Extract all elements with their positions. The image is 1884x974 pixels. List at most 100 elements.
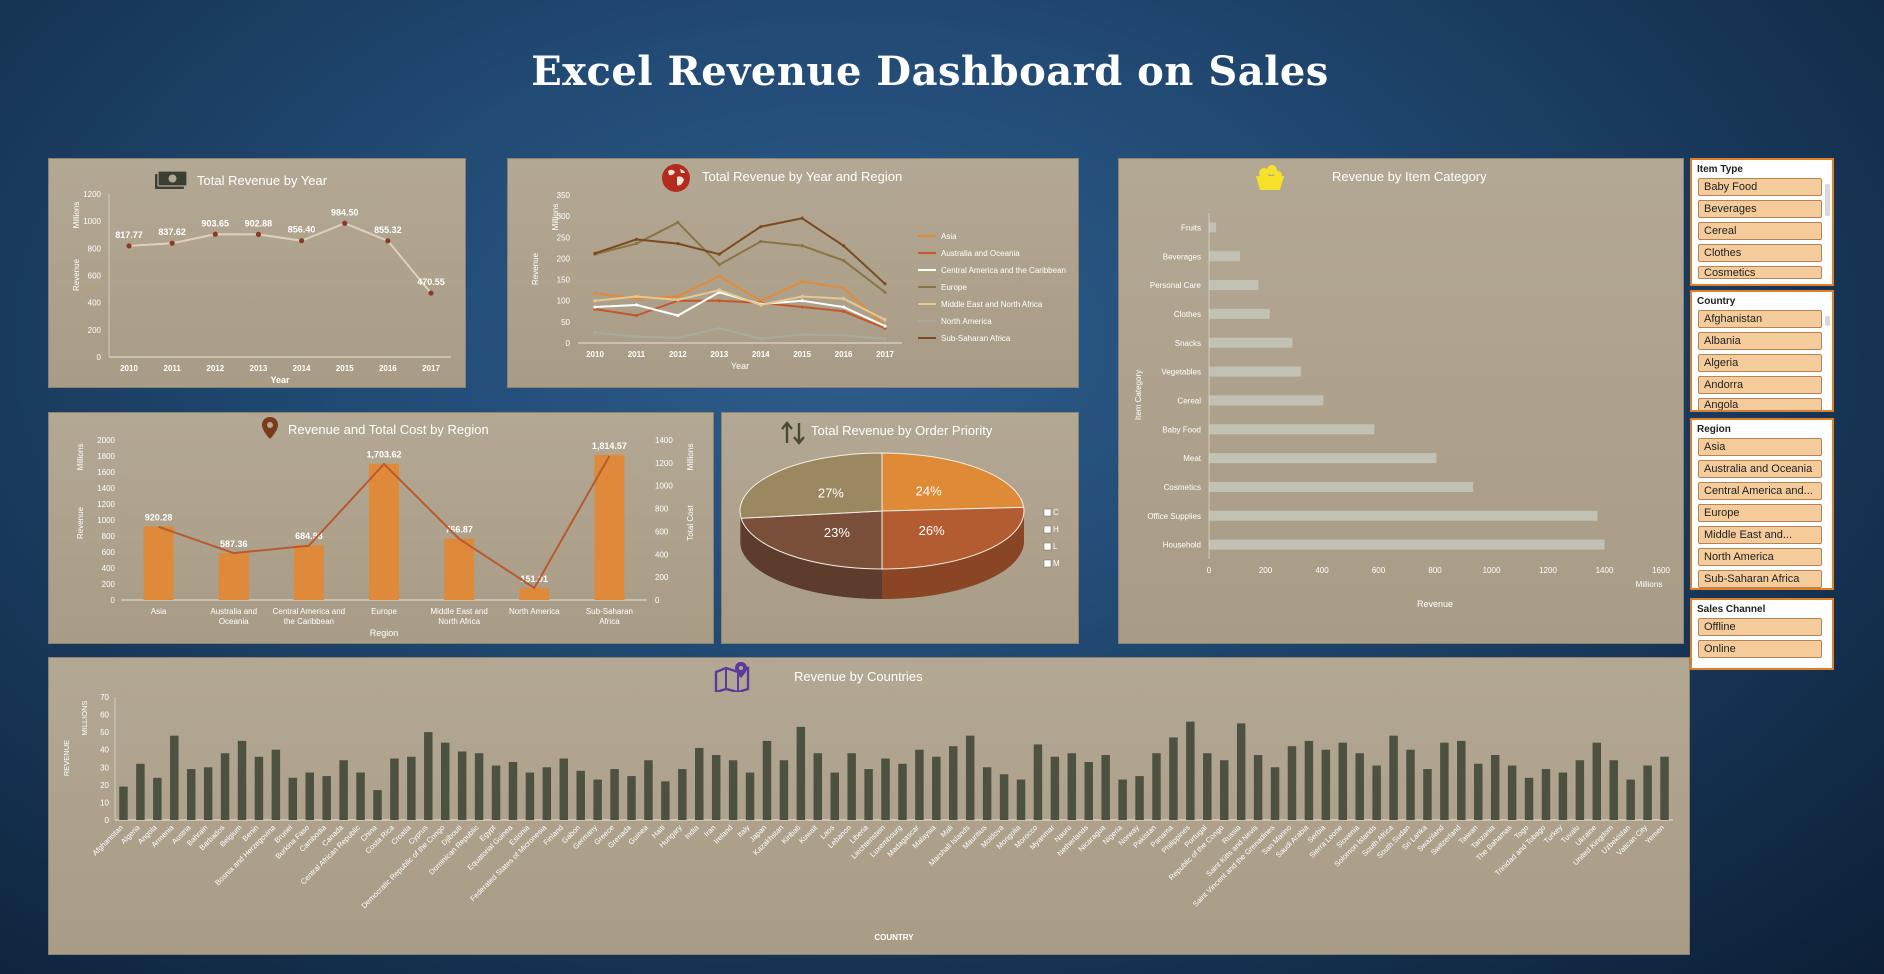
sales-channel-slicer[interactable]: Sales Channel Offline Online [1690,598,1834,670]
x-tick-label: 2011 [628,350,646,359]
x-tick-label: Ireland [712,823,735,846]
y2-axis-unit: Millions [686,444,695,471]
bar [1101,754,1110,820]
pie-slice [881,452,1025,512]
bar [1209,366,1301,377]
y-axis-unit: Millions [76,444,85,471]
data-point [428,290,434,296]
chart-title: Revenue and Total Cost by Region [288,422,489,437]
y-tick-label: 60 [100,711,109,720]
bar [762,740,772,820]
data-point [800,244,804,248]
legend-swatch [1043,542,1052,551]
slicer-item[interactable]: Baby Food [1698,178,1822,196]
bar [519,587,550,600]
map-icon [714,662,750,692]
slicer-scrollbar[interactable] [1825,316,1830,326]
country-slicer[interactable]: Country Afghanistan Albania Algeria Ando… [1690,290,1834,412]
bar [1389,735,1398,820]
x-axis-unit: Millions [1636,580,1663,589]
slicer-item[interactable]: Middle East and... [1698,526,1822,544]
x-tick-label: Yemen [1643,823,1666,846]
bar [644,760,653,820]
slicer-item[interactable]: Cosmetics [1698,266,1822,279]
y-tick-label: 0 [111,596,116,605]
bar [1474,763,1483,820]
bar [424,732,433,820]
bar [695,747,704,820]
data-point [883,324,887,328]
legend-swatch [1043,559,1052,568]
legend-swatch [1043,508,1052,517]
slicer-item[interactable]: Algeria [1698,354,1822,372]
legend-label: Sub-Saharan Africa [941,334,1011,343]
x-tick-label: 2017 [422,364,440,373]
slicer-item[interactable]: Angola [1698,398,1822,411]
bar [1209,222,1217,233]
x-tick-label: 2016 [379,364,397,373]
slicer-item[interactable]: Sub-Saharan Africa [1698,570,1822,588]
slicer-item[interactable]: Clothes [1698,244,1822,262]
slicer-item[interactable]: Beverages [1698,200,1822,218]
bar [1203,753,1212,820]
slicer-item[interactable]: Asia [1698,438,1822,456]
x-tick-label: 2013 [250,364,268,373]
bar [864,769,873,820]
slicer-item[interactable]: North America [1698,548,1822,566]
pie-slice [881,506,1025,570]
slicer-item[interactable]: Afghanistan [1698,310,1822,328]
bar [915,749,924,820]
bar [1457,740,1466,820]
bar [153,777,162,820]
x-tick-label: Kuwait [797,822,820,845]
slicer-item[interactable]: Offline [1698,618,1822,636]
slicer-item[interactable]: Online [1698,640,1822,658]
item-type-slicer[interactable]: Item Type Baby Food Beverages Cereal Clo… [1690,158,1834,286]
x-tick-label: 2010 [120,364,138,373]
data-point [169,240,175,246]
series-line [594,221,886,294]
bar [965,735,975,820]
x-tick-label: 1600 [1652,566,1670,575]
region-slicer[interactable]: Region Asia Australia and Oceania Centra… [1690,418,1834,590]
bar [170,735,179,820]
bar [407,756,416,820]
data-point [676,220,680,225]
data-point [841,305,846,309]
bar [508,762,518,820]
slicer-item[interactable]: Albania [1698,332,1822,350]
bar [1135,776,1144,820]
data-point [593,291,597,295]
bar [1084,762,1093,820]
slicer-item[interactable]: Andorra [1698,376,1822,394]
revenue-cost-by-region-chart: 0 200 400 600 800 1000 1200 1400 1600 1800 2000 0 20… [76,436,695,638]
slicer-item[interactable]: Central America and... [1698,482,1822,500]
bar [143,526,174,600]
data-point [593,305,597,309]
slicer-item[interactable]: Cereal [1698,222,1822,240]
revenue-by-category-panel: Revenue by Item Category Fruits Beverages… [1118,158,1684,644]
data-point [255,231,262,237]
slicer-header: Item Type [1697,164,1743,175]
legend-label: C [1053,508,1059,517]
bar [542,767,552,820]
y-tick-label: 300 [557,212,571,221]
y2-tick-label: 1000 [655,482,673,491]
slicer-item[interactable]: Australia and Oceania [1698,460,1822,478]
slicer-scrollbar[interactable] [1825,184,1830,216]
y-tick-label: 600 [88,272,102,281]
series-line [594,327,886,340]
bar [1209,337,1293,348]
bar [1067,753,1077,820]
bar [627,776,636,820]
bar [491,765,501,820]
y-tick-label: 1200 [83,190,101,199]
data-point [717,274,721,278]
x-tick-label: 2013 [710,350,728,359]
y2-tick-label: 0 [655,596,660,605]
bar [1209,251,1241,262]
y-tick-label: Office Supplies [1147,512,1201,521]
bar [1050,756,1060,820]
slicer-item[interactable]: Europe [1698,504,1822,522]
y-tick-label: Baby Food [1162,425,1201,434]
